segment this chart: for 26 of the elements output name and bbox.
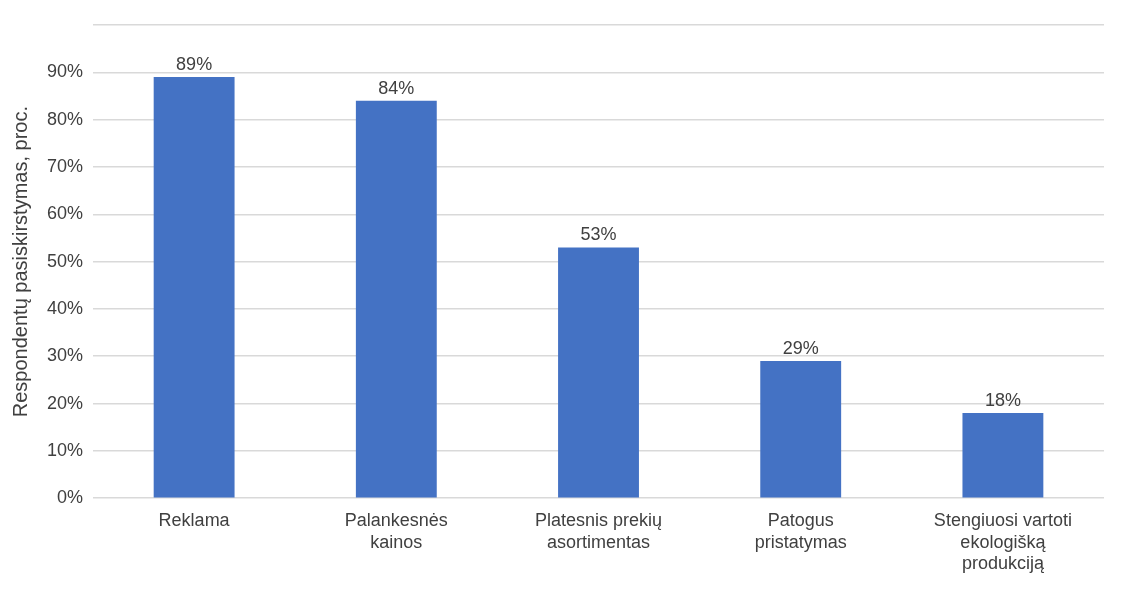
- y-tick-label: 90%: [47, 61, 84, 82]
- x-tick-label: Palankesnės kainos: [344, 509, 448, 552]
- y-tick-label: 40%: [47, 297, 84, 318]
- y-tick-label: 50%: [47, 250, 84, 271]
- x-tick-label: Patogus pristatymas: [754, 509, 847, 552]
- y-tick-label: 20%: [47, 392, 84, 413]
- data-label: 18%: [984, 389, 1021, 410]
- x-tick-label: Platesnis prekių asortimentas: [534, 509, 663, 552]
- y-tick-label: 30%: [47, 345, 84, 366]
- bar: [153, 77, 235, 498]
- x-tick-label: Reklama: [158, 509, 231, 530]
- y-axis-title: Respondentų pasiskirstymas, proc.: [8, 105, 31, 418]
- bar: [355, 100, 437, 498]
- y-tick-label: 10%: [47, 439, 84, 460]
- bar: [962, 413, 1044, 498]
- y-tick-label: 80%: [47, 108, 84, 129]
- data-label: 29%: [782, 337, 819, 358]
- x-tick-label: Stengiuosi vartoti ekologišką produkciją: [933, 509, 1072, 574]
- data-label: 89%: [176, 54, 213, 75]
- data-label: 84%: [378, 77, 415, 98]
- y-tick-label: 70%: [47, 155, 84, 176]
- data-label: 53%: [580, 224, 617, 245]
- bar: [558, 247, 639, 498]
- bar: [760, 360, 842, 498]
- y-tick-label: 60%: [47, 203, 84, 224]
- y-tick-label: 0%: [57, 487, 84, 508]
